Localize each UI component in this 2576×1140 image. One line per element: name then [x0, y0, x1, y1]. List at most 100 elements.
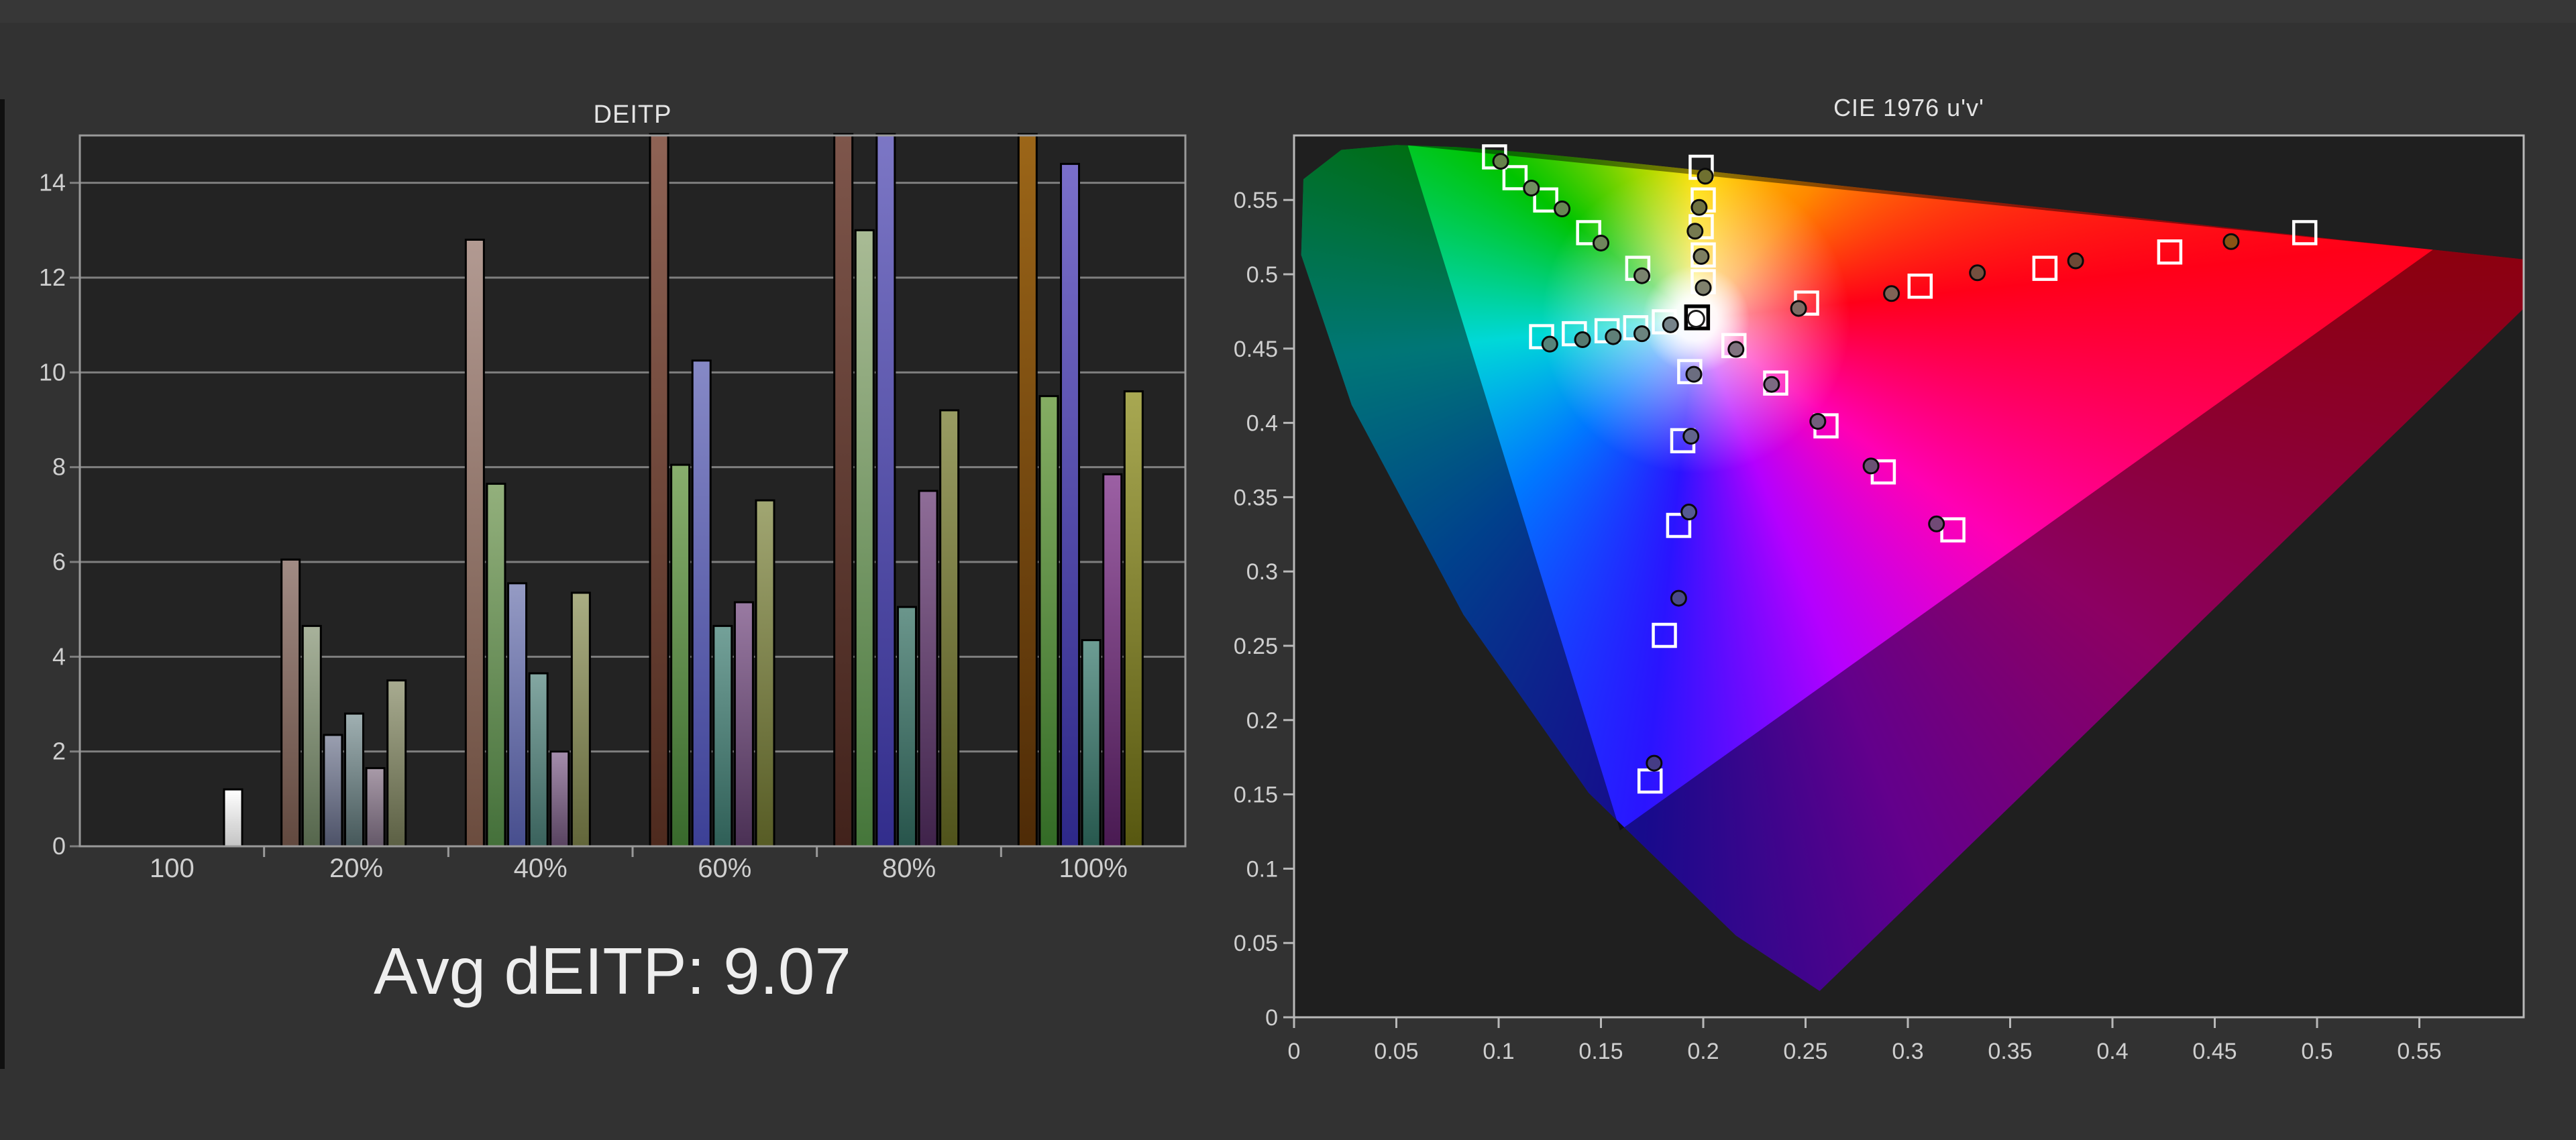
measured-cyan-80%	[1574, 331, 1591, 349]
average-deitp-readout: Avg dEITP: 9.07	[374, 934, 851, 1008]
measured-blue-60%	[1680, 504, 1698, 521]
bar-yellow-40%	[570, 591, 591, 848]
bar-cyan-20%	[343, 712, 364, 848]
measured-red-80%	[2067, 252, 2084, 270]
measured-cyan-100%	[1541, 335, 1558, 353]
target-red-100%	[2292, 220, 2318, 245]
cie-y-tick-label: 0	[1265, 1005, 1278, 1031]
measured-yellow-40%	[1693, 247, 1710, 265]
cie-y-tick-label: 0.1	[1246, 856, 1278, 882]
measured-yellow-60%	[1686, 223, 1704, 240]
measured-cyan-40%	[1633, 325, 1650, 343]
bar-yellow-80%	[939, 409, 960, 848]
measured-green-20%	[1633, 267, 1650, 284]
bar-y-tick-label: 12	[39, 264, 66, 291]
target-blue-100%	[1637, 768, 1663, 794]
measured-blue-20%	[1685, 365, 1703, 383]
cie-x-tick-label: 0.2	[1687, 1039, 1719, 1064]
measured-yellow-100%	[1697, 168, 1714, 185]
bar-green-80%	[854, 229, 875, 848]
bar-red-40%	[464, 238, 485, 848]
cie-x-tick-label: 0.35	[1988, 1039, 2032, 1064]
measured-red-20%	[1790, 300, 1807, 317]
measured-magenta-20%	[1727, 341, 1745, 358]
bar-chart-title: DEITP	[593, 101, 672, 129]
bar-white-100	[223, 788, 244, 848]
measured-red-40%	[1883, 285, 1900, 302]
bar-y-tick-label: 10	[39, 358, 66, 386]
bar-y-tick-label: 8	[52, 453, 66, 481]
cie-x-tick-label: 0.1	[1483, 1039, 1514, 1064]
measured-yellow-80%	[1690, 198, 1708, 216]
cie-x-tick-label: 0.5	[2301, 1039, 2332, 1064]
target-blue-80%	[1652, 622, 1677, 648]
measured-blue-40%	[1682, 428, 1700, 445]
bar-plot-area	[80, 135, 1185, 846]
cie-x-tick-label: 0.25	[1783, 1039, 1827, 1064]
bar-cyan-100%	[1081, 639, 1102, 848]
bar-y-tick-label: 2	[52, 738, 66, 765]
bar-magenta-100%	[1102, 473, 1123, 848]
measured-white-point	[1686, 309, 1705, 328]
bar-magenta-40%	[549, 750, 570, 848]
bar-green-100%	[1038, 395, 1059, 848]
target-red-80%	[2157, 239, 2183, 265]
cie-diagram-panel	[1294, 135, 2524, 1017]
cie-x-tick-label: 0.05	[1374, 1039, 1418, 1064]
bar-cyan-40%	[528, 672, 549, 848]
bar-blue-100%	[1060, 162, 1081, 848]
bar-cyan-60%	[712, 624, 733, 848]
cie-y-tick-label: 0.05	[1234, 931, 1278, 956]
cie-x-tick-label: 0.15	[1578, 1039, 1623, 1064]
bar-magenta-20%	[365, 766, 386, 848]
bar-red-100%	[1017, 133, 1038, 848]
target-white-point	[1684, 304, 1711, 331]
bar-x-category-label: 80%	[882, 854, 936, 883]
measured-red-100%	[2222, 233, 2240, 250]
measured-blue-100%	[1646, 754, 1663, 772]
window-top-strip	[0, 0, 2576, 23]
bar-blue-60%	[691, 359, 712, 848]
measured-green-40%	[1593, 234, 1609, 251]
measured-yellow-20%	[1695, 279, 1712, 296]
cie-x-tick-label: 0.55	[2397, 1039, 2441, 1064]
cie-y-tick-label: 0.45	[1234, 337, 1278, 362]
bar-green-40%	[486, 482, 506, 848]
bar-green-20%	[301, 624, 322, 848]
bar-cyan-80%	[896, 606, 917, 848]
target-blue-60%	[1666, 512, 1692, 538]
measured-green-80%	[1523, 179, 1540, 196]
cie-y-tick-label: 0.25	[1234, 634, 1278, 659]
target-green-80%	[1502, 165, 1528, 190]
measured-cyan-20%	[1662, 316, 1679, 333]
cie-x-tick-label: 0.3	[1892, 1039, 1923, 1064]
measured-green-60%	[1554, 200, 1571, 217]
cie-y-tick-label: 0.5	[1246, 262, 1278, 288]
measured-cyan-60%	[1605, 328, 1622, 345]
target-magenta-100%	[1940, 517, 1966, 543]
bar-blue-40%	[507, 582, 528, 848]
measured-magenta-60%	[1809, 412, 1827, 430]
window-left-edge	[0, 99, 5, 1069]
bar-blue-20%	[323, 734, 343, 848]
bar-y-tick-label: 6	[52, 548, 66, 575]
bar-red-20%	[280, 558, 301, 848]
target-green-40%	[1576, 220, 1601, 245]
bar-magenta-80%	[918, 490, 938, 848]
cie-y-tick-label: 0.3	[1246, 559, 1278, 585]
cie-y-tick-label: 0.15	[1234, 783, 1278, 808]
bar-y-tick-label: 14	[39, 169, 66, 196]
bar-yellow-20%	[386, 679, 407, 848]
measured-green-100%	[1492, 153, 1509, 170]
bar-yellow-100%	[1123, 390, 1144, 848]
cie-y-tick-label: 0.4	[1246, 411, 1278, 437]
bar-red-60%	[649, 133, 669, 848]
cie-y-tick-label: 0.2	[1246, 708, 1278, 734]
bar-x-category-label: 100%	[1059, 854, 1128, 883]
bar-y-tick-label: 0	[52, 832, 66, 860]
cie-x-tick-label: 0	[1288, 1039, 1301, 1064]
measured-magenta-80%	[1862, 457, 1880, 475]
target-red-60%	[2032, 255, 2058, 281]
